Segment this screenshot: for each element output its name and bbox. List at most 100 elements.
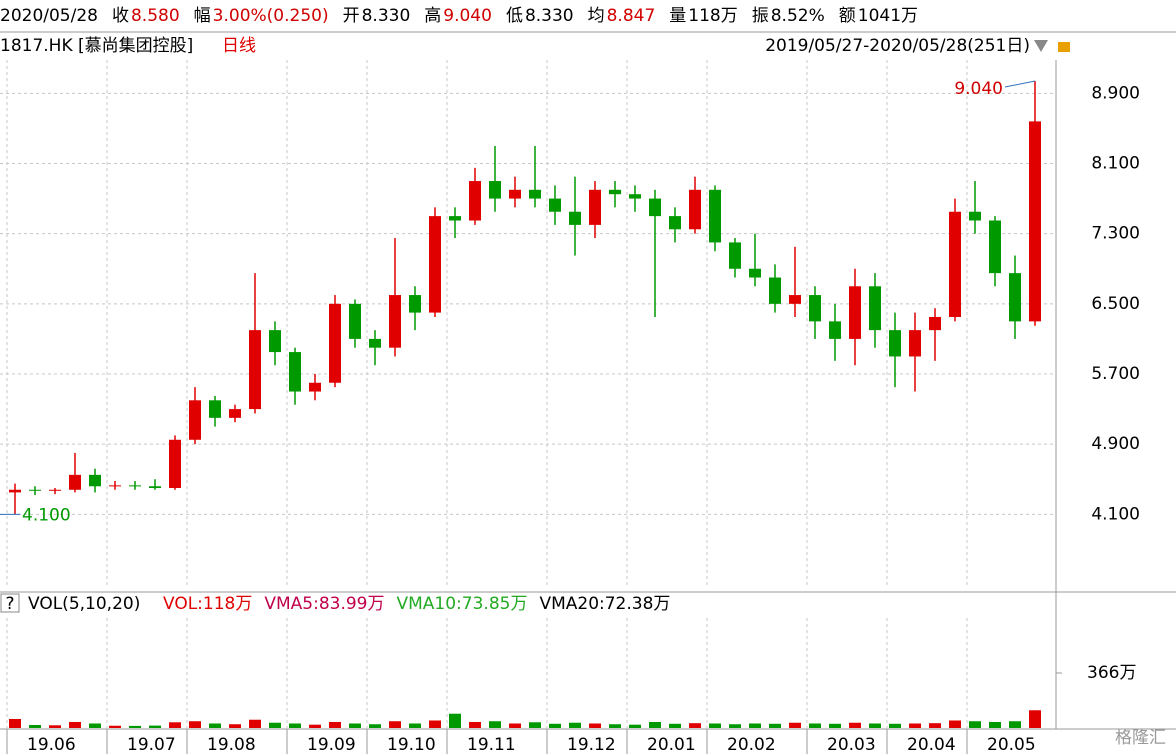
candle-body	[369, 338, 381, 348]
header-value: 3.00%(0.250)	[213, 6, 329, 26]
volume-bar	[69, 721, 81, 728]
candle-body	[909, 330, 921, 357]
volume-bar	[589, 723, 601, 728]
volume-bar	[629, 724, 641, 728]
volume-bar	[349, 723, 361, 728]
candle-body	[9, 489, 21, 493]
volume-bar	[889, 723, 901, 728]
candle-body	[929, 316, 941, 331]
candle-body	[849, 286, 861, 339]
x-tick-label: 19.11	[467, 735, 516, 754]
volume-bar	[769, 723, 781, 728]
volume-bar	[89, 723, 101, 728]
volume-bar	[369, 724, 381, 728]
header-label: 开	[343, 6, 360, 26]
candle-body	[89, 474, 101, 487]
x-tick-label: 20.04	[907, 735, 956, 754]
candle-body	[249, 330, 261, 410]
candle-body	[689, 189, 701, 230]
legend-entry: VMA10:73.85万	[397, 594, 528, 614]
x-tick-label: 19.08	[207, 735, 256, 754]
candle-body	[989, 220, 1001, 274]
volume-bar	[569, 722, 581, 728]
volume-bar	[809, 723, 821, 728]
candle-body	[389, 295, 401, 348]
volume-bar	[249, 719, 261, 728]
candle-body	[1029, 121, 1041, 322]
candle-body	[809, 295, 821, 322]
x-tick-label: 20.01	[647, 735, 696, 754]
candle-body	[449, 216, 461, 221]
volume-bar	[949, 720, 961, 728]
dropdown-icon[interactable]	[1034, 40, 1048, 52]
candle-body	[669, 216, 681, 230]
header-label: 振	[752, 6, 769, 26]
date-range: 2019/05/27-2020/05/28(251日)	[765, 36, 1030, 56]
volume-bar	[209, 723, 221, 728]
header-date: 2020/05/28	[0, 6, 98, 26]
volume-bar	[49, 725, 61, 728]
header-label: 高	[424, 6, 441, 26]
volume-bar	[649, 721, 661, 728]
symbol: 1817.HK [慕尚集团控股]	[0, 36, 193, 56]
low-label: 4.100	[22, 505, 71, 525]
candle-body	[749, 268, 761, 278]
volume-bar	[189, 721, 201, 728]
volume-bar	[29, 724, 41, 728]
candle-body	[69, 474, 81, 490]
volume-bar	[709, 723, 721, 728]
volume-bar	[929, 723, 941, 728]
help-button[interactable]	[0, 593, 20, 613]
candle-body	[889, 330, 901, 357]
volume-bar	[409, 723, 421, 728]
header-value: 8.847	[607, 6, 656, 26]
y-tick-label: 366万	[1087, 663, 1136, 683]
candle-body	[349, 303, 361, 339]
x-tick-label: 19.06	[27, 735, 76, 754]
candle-body	[169, 439, 181, 489]
candle-body	[949, 211, 961, 317]
header-label: 低	[506, 6, 523, 26]
x-tick-label: 20.03	[827, 735, 876, 754]
volume-bar	[389, 721, 401, 728]
volume-bar	[129, 725, 141, 728]
volume-bar	[449, 713, 461, 728]
y-tick-label: 4.100	[1091, 504, 1140, 524]
candle-body	[789, 295, 801, 304]
candle-body	[329, 303, 341, 383]
candle-body	[529, 189, 541, 199]
header-value: 8.52%	[771, 6, 825, 26]
volume-bar	[689, 723, 701, 728]
volume-bar	[529, 722, 541, 728]
lock-icon[interactable]	[1058, 42, 1070, 52]
candle-body	[709, 189, 721, 243]
header-label: 均	[588, 6, 605, 26]
candle-body	[289, 352, 301, 392]
volume-bar	[1029, 710, 1041, 728]
volume-bar	[969, 721, 981, 728]
candle-body	[49, 489, 61, 491]
volume-bar	[469, 721, 481, 728]
volume-bar	[869, 723, 881, 728]
x-tick-label: 19.09	[307, 735, 356, 754]
volume-bar	[609, 724, 621, 728]
candle-body	[549, 198, 561, 212]
legend-entry: VMA5:83.99万	[264, 594, 384, 614]
x-tick-label: 19.12	[567, 735, 616, 754]
help-icon[interactable]: ?	[5, 594, 14, 614]
volume-bar	[549, 723, 561, 728]
volume-bar	[9, 718, 21, 728]
candle-body	[969, 211, 981, 221]
candle-body	[869, 286, 881, 331]
candle-body	[309, 382, 321, 392]
candle-body	[589, 189, 601, 225]
header-value: 8.330	[525, 6, 574, 26]
candle-body	[609, 189, 621, 195]
volume-bar	[109, 725, 121, 728]
header-value: 118万	[688, 6, 737, 26]
high-pointer	[1004, 80, 1036, 88]
candle-body	[409, 295, 421, 313]
candle-body	[729, 242, 741, 269]
